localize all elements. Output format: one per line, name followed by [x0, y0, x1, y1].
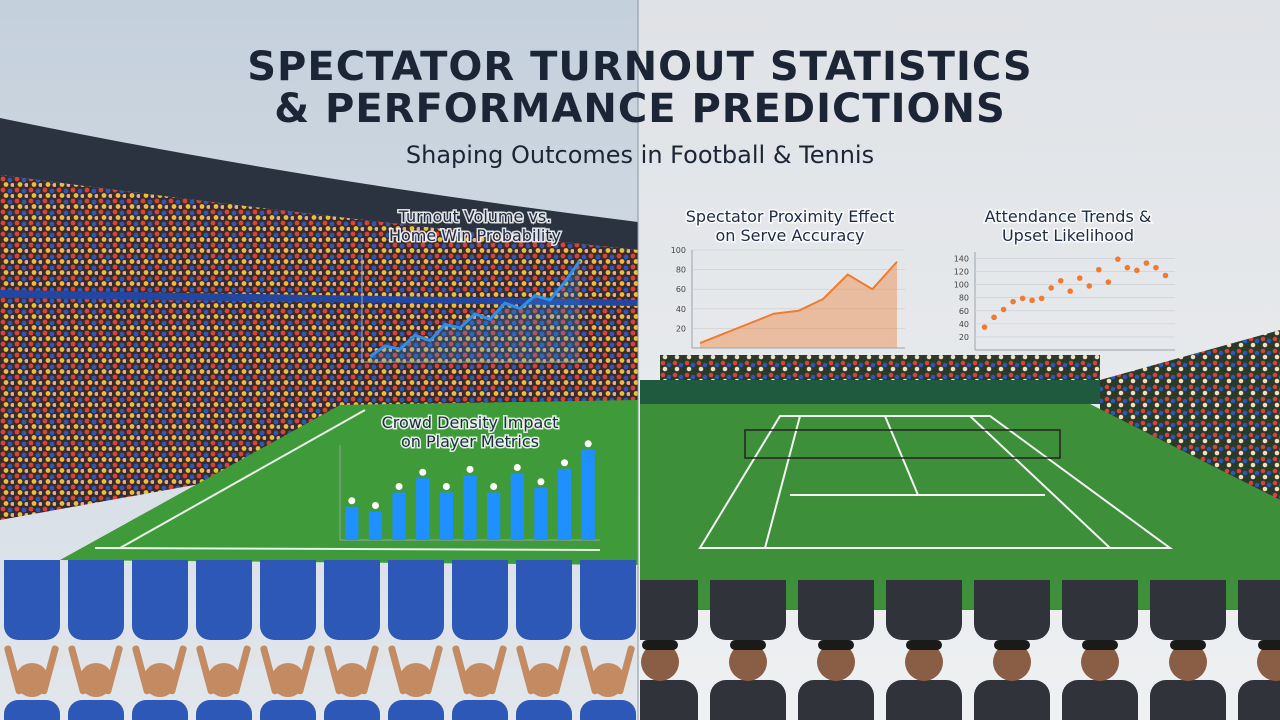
point [1067, 288, 1074, 295]
point [1019, 295, 1026, 302]
court-wall [640, 380, 1100, 404]
bar [368, 511, 383, 540]
title: SPECTATOR TURNOUT STATISTICS [247, 44, 1032, 90]
bar-dot [490, 483, 498, 490]
bar-dot [513, 464, 521, 471]
y-tick-label: 20 [959, 333, 969, 342]
y-tick-label: 40 [676, 305, 686, 314]
bar [345, 506, 359, 540]
area-fill [370, 260, 580, 362]
point [1057, 277, 1064, 284]
y-tick-label: 100 [671, 246, 686, 255]
point [1105, 279, 1112, 285]
chart-title: on Player Metrics [401, 432, 539, 451]
pitch-lines [94, 409, 601, 551]
point [1076, 275, 1083, 281]
point [1143, 260, 1150, 266]
point [981, 324, 988, 330]
chart-title: Attendance Trends & [985, 207, 1152, 226]
point [1134, 267, 1140, 274]
point [991, 314, 997, 321]
bar [534, 487, 548, 540]
bar [581, 449, 595, 540]
point [1153, 264, 1159, 271]
stadium-roof [0, 118, 638, 250]
point [1115, 256, 1121, 262]
charts: Turnout Volume vs.Home Win Probability Cr… [339, 206, 1175, 541]
bar-dot [348, 497, 356, 505]
net [744, 429, 1061, 459]
point [1162, 272, 1169, 279]
y-tick-label: 80 [959, 294, 969, 303]
court [640, 404, 1280, 610]
title: & PERFORMANCE PREDICTIONS [274, 86, 1006, 132]
chart-title: Spectator Proximity Effect [686, 207, 894, 226]
stand-band [0, 290, 638, 306]
point [1000, 306, 1007, 313]
y-tick-label: 100 [954, 281, 969, 290]
spectators [640, 580, 1280, 720]
bar [510, 473, 524, 540]
bar-dot [442, 483, 450, 490]
y-tick-label: 60 [959, 307, 969, 316]
bar-dot [371, 502, 379, 509]
tennis-crowd-side [1100, 330, 1280, 500]
bar-dot [561, 459, 569, 467]
bar [439, 492, 453, 540]
point [1096, 266, 1102, 273]
y-tick-label: 60 [676, 285, 686, 294]
bar-dot [466, 465, 474, 473]
y-tick-label: 40 [959, 320, 969, 329]
point [1124, 264, 1131, 271]
point [1010, 298, 1016, 305]
bar-dot [419, 468, 427, 476]
bar-dot [537, 478, 545, 486]
chart-title: Upset Likelihood [1002, 226, 1134, 245]
bar [392, 492, 406, 540]
tennis-crowd [660, 355, 1100, 381]
point [1048, 285, 1054, 291]
y-tick-label: 140 [954, 255, 969, 264]
area [700, 261, 897, 348]
point [1029, 297, 1035, 304]
line [699, 261, 898, 345]
y-tick-label: 120 [954, 268, 969, 277]
subtitle: Shaping Outcomes in Football & Tennis [406, 141, 874, 169]
point [1038, 295, 1045, 302]
bar [557, 468, 572, 540]
bar [487, 492, 501, 540]
bar-dot [584, 440, 592, 448]
chart-title: Crowd Density Impact [382, 413, 559, 432]
y-tick-label: 20 [676, 324, 686, 333]
bar [416, 478, 430, 540]
fans [0, 560, 638, 720]
bar [463, 475, 477, 540]
y-tick-label: 80 [676, 266, 686, 275]
line [369, 259, 582, 358]
chart-title: on Serve Accuracy [715, 226, 864, 245]
chart-title: Home Win Probability [389, 226, 561, 245]
point [1086, 283, 1093, 289]
chart-title: Turnout Volume vs. [398, 207, 552, 226]
court-lines [698, 415, 1174, 549]
bar-dot [395, 483, 403, 490]
